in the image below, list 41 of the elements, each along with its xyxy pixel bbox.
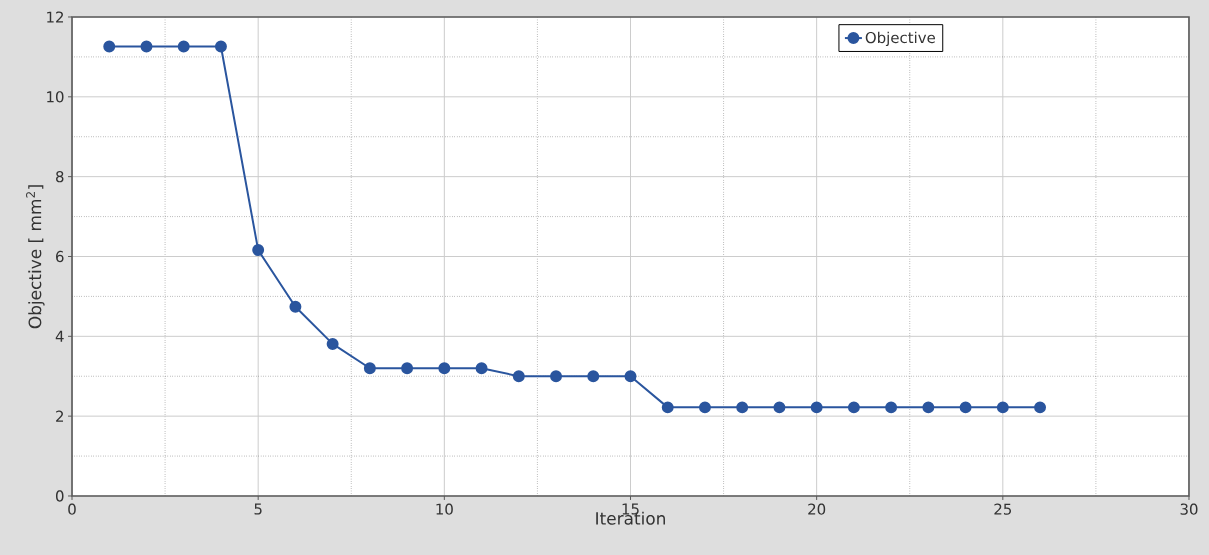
point [401, 362, 414, 375]
x-tick-label: 25 [994, 503, 1012, 515]
y-tick-label: 10 [47, 91, 64, 103]
point [661, 401, 674, 414]
x-tick-label: 0 [68, 503, 76, 515]
point [550, 370, 563, 383]
point [698, 401, 711, 414]
y-tick-label: 8 [56, 171, 64, 183]
point [326, 337, 339, 350]
point [252, 244, 265, 257]
point [214, 40, 227, 53]
point [996, 401, 1009, 414]
point [475, 362, 488, 375]
point [177, 40, 190, 53]
point [773, 401, 786, 414]
point [289, 300, 302, 313]
y-tick-label: 6 [56, 250, 64, 263]
point [810, 401, 823, 414]
point [922, 401, 935, 414]
y-tick-label: 4 [55, 330, 64, 342]
x-tick-label: 30 [1180, 503, 1198, 515]
point [512, 370, 525, 383]
x-tick-label: 5 [254, 503, 262, 515]
point [140, 40, 153, 53]
point [103, 40, 116, 53]
x-tick-label: 10 [436, 503, 453, 515]
y-axis-title: Objective [ mm$^{2}$] [26, 185, 45, 329]
y-tick-label: 2 [56, 410, 64, 422]
point [847, 401, 860, 414]
point [587, 370, 600, 383]
point [624, 370, 637, 383]
point [885, 401, 898, 414]
point [363, 362, 376, 375]
point [1034, 401, 1047, 414]
x-tick-label: 20 [808, 503, 826, 515]
legend-label: Objective [865, 31, 935, 47]
point [736, 401, 749, 414]
point [959, 401, 972, 414]
y-tick-label: 12 [47, 11, 64, 23]
point [438, 362, 451, 375]
y-tick-label: 0 [55, 490, 64, 502]
